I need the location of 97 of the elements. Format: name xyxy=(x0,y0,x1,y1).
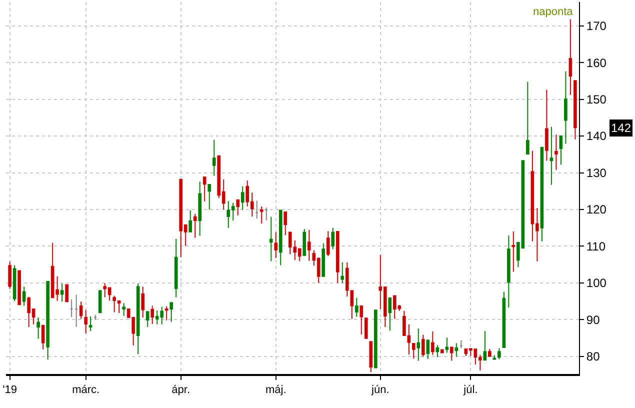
candlestick xyxy=(436,344,440,358)
candlestick xyxy=(284,212,288,236)
candlestick xyxy=(164,306,168,321)
candlestick xyxy=(440,349,444,354)
candlestick xyxy=(46,280,50,360)
text: 142 xyxy=(611,121,632,135)
x-tick-label: ápr. xyxy=(172,384,190,396)
candlestick xyxy=(331,227,335,250)
y-tick-label: 110 xyxy=(586,239,606,254)
candlestick xyxy=(492,354,496,360)
candlestick xyxy=(18,270,21,306)
candlestick xyxy=(336,231,340,284)
candlestick xyxy=(12,264,16,302)
annotation: naponta xyxy=(533,6,574,18)
y-tick-label: 170 xyxy=(586,19,607,34)
candlestick xyxy=(136,283,140,355)
candlestick xyxy=(255,200,259,220)
candlestick xyxy=(507,235,510,308)
candlestick xyxy=(98,290,102,314)
x-tick-label: máj. xyxy=(265,384,286,396)
y-tick-label: 80 xyxy=(586,350,600,364)
y-tick-label: 150 xyxy=(586,92,607,107)
candlestick xyxy=(307,230,311,262)
candlestick xyxy=(88,316,92,332)
x-tick-label: márc. xyxy=(72,384,100,396)
candlestick xyxy=(302,228,306,257)
candlestick xyxy=(460,340,463,349)
candlestick xyxy=(431,330,434,356)
candlestick xyxy=(146,311,150,328)
candlestick xyxy=(41,324,45,350)
candlestick xyxy=(550,126,554,186)
candlestick xyxy=(322,242,326,277)
candlestick xyxy=(526,81,530,155)
candlestick xyxy=(36,316,40,340)
candlestick xyxy=(554,134,558,170)
candlestick xyxy=(340,262,344,284)
candlestick xyxy=(278,210,282,266)
candlestick xyxy=(326,230,330,257)
candlestick xyxy=(193,213,197,238)
candlestick xyxy=(269,216,273,262)
candlestick xyxy=(498,348,501,360)
candlestick xyxy=(8,261,12,290)
candlestick xyxy=(512,231,516,272)
candlestick xyxy=(65,284,68,302)
candlestick xyxy=(426,338,430,360)
y-tick-label: 160 xyxy=(586,56,607,70)
candlestick xyxy=(74,294,78,328)
y-tick-label: 90 xyxy=(586,312,600,327)
candlestick xyxy=(483,330,487,361)
candlestick xyxy=(212,139,216,176)
candlestick xyxy=(208,184,212,210)
candlestick xyxy=(388,297,392,332)
candlestick xyxy=(488,348,492,357)
candlestick xyxy=(174,238,178,298)
candlestick xyxy=(454,342,458,358)
candlestick xyxy=(260,206,264,224)
candlestick xyxy=(412,343,416,360)
candlestick xyxy=(559,136,563,166)
candlestick xyxy=(364,318,368,339)
candlestick xyxy=(122,302,126,316)
candlestick xyxy=(94,314,97,321)
candlestick xyxy=(416,328,420,362)
candlestick xyxy=(374,310,378,368)
candlestick xyxy=(84,310,88,334)
candlestick xyxy=(422,334,425,358)
x-tick-label: '19 xyxy=(2,384,17,396)
candlestick xyxy=(70,298,74,318)
candlestick xyxy=(150,305,154,325)
candlestick xyxy=(60,283,64,302)
y-tick-label: 130 xyxy=(586,166,607,180)
candlestick xyxy=(79,301,83,320)
candlestick xyxy=(445,337,449,354)
y-tick-label: 100 xyxy=(586,276,607,290)
candlestick xyxy=(369,341,373,373)
candlestick xyxy=(188,210,192,232)
y-tick-label: 140 xyxy=(586,129,607,144)
candlestick xyxy=(568,18,572,96)
candlestick xyxy=(564,70,568,144)
candlestick xyxy=(22,286,26,306)
candlestick xyxy=(540,146,544,242)
y-tick-label: 120 xyxy=(586,202,607,217)
candlestick xyxy=(170,302,174,322)
candlestick xyxy=(450,346,454,362)
candlestick xyxy=(141,286,144,318)
candlestick xyxy=(202,176,206,202)
candlestick xyxy=(354,297,358,318)
candlestick xyxy=(545,89,548,162)
candlestick xyxy=(264,207,268,221)
candlestick xyxy=(274,232,278,258)
candlestick xyxy=(198,181,202,236)
x-tick-label: júl. xyxy=(462,384,478,396)
candlestick xyxy=(360,306,364,335)
x-tick-label: jún. xyxy=(370,384,390,396)
candlestick xyxy=(502,291,506,348)
candlestick xyxy=(240,186,244,210)
candlestick xyxy=(236,199,240,216)
candlestick xyxy=(574,80,577,140)
